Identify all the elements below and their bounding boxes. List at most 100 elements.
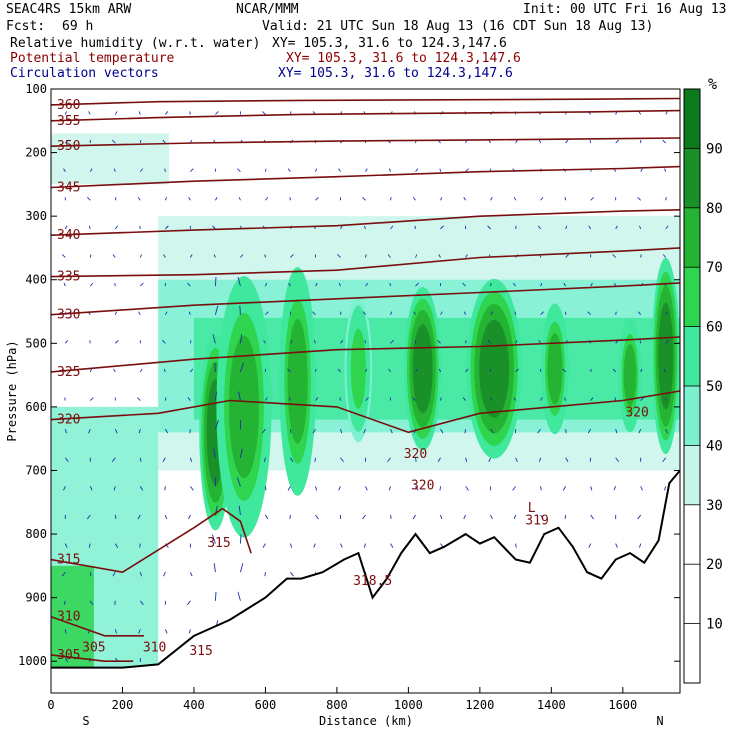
vector-176 [264, 572, 266, 577]
theta-label-350: 350 [57, 139, 80, 154]
vector-132 [213, 448, 216, 458]
vector-93 [164, 486, 166, 491]
theta-label-330: 330 [57, 308, 80, 323]
x-tick-label-1600: 1600 [608, 698, 637, 712]
vector-392 [538, 457, 542, 462]
vector-473 [640, 486, 643, 491]
vector-424 [588, 225, 592, 230]
vector-149 [239, 362, 244, 373]
x-tick-label-1200: 1200 [465, 698, 494, 712]
vector-232 [340, 457, 344, 463]
vector-242 [365, 168, 368, 172]
vector-66 [140, 282, 144, 287]
vector-250 [365, 397, 369, 401]
vector-26 [89, 282, 94, 287]
vector-409 [562, 368, 566, 373]
vector-58 [114, 629, 117, 634]
vector-263 [390, 197, 392, 201]
vector-381 [539, 139, 542, 144]
vector-452 [615, 457, 620, 463]
vector-233 [338, 486, 341, 491]
vector-123 [215, 197, 218, 201]
vector-231 [340, 429, 343, 434]
vector-143 [238, 197, 241, 201]
vector-388 [538, 340, 542, 344]
vector-31 [88, 428, 91, 434]
vector-150 [238, 391, 241, 401]
vector-467 [637, 311, 642, 315]
vector-166 [265, 282, 268, 287]
rh-cell-2-3 [287, 319, 308, 444]
vector-152 [239, 448, 243, 458]
theta-label-355: 355 [57, 114, 80, 129]
vector-145 [240, 254, 244, 258]
vector-427 [587, 311, 591, 316]
vector-12 [64, 457, 69, 463]
plot-frame [50, 88, 681, 694]
colorbar-tick-label-10: 10 [706, 617, 723, 633]
vector-194 [289, 514, 291, 520]
vector-48 [115, 339, 119, 344]
vector-92 [162, 457, 166, 462]
vector-253 [365, 486, 368, 491]
vector-307 [440, 311, 443, 315]
field-vectors-name: Circulation vectors [10, 66, 159, 81]
theta-label-extra-8: 305 [82, 641, 105, 656]
vector-351 [490, 428, 494, 434]
vector-80 [165, 111, 169, 115]
vector-163 [265, 196, 269, 201]
vector-432 [589, 457, 592, 462]
vector-435 [588, 543, 592, 548]
colorbar-tick-label-60: 60 [706, 320, 723, 336]
vector-215 [313, 543, 316, 548]
vector-182 [287, 168, 291, 172]
rh-cell-8-3 [658, 302, 674, 410]
vector-330 [462, 397, 466, 401]
vector-162 [264, 168, 267, 172]
vector-412 [565, 457, 569, 462]
vector-462 [640, 168, 643, 172]
vector-4 [64, 225, 68, 230]
vector-346 [490, 283, 492, 287]
vector-106 [187, 282, 191, 287]
rh-cell-3-3 [350, 328, 366, 409]
theta-contour-330 [51, 282, 680, 316]
vector-328 [465, 340, 467, 344]
vector-275 [390, 543, 394, 548]
vector-189 [287, 368, 291, 373]
vector-13 [63, 486, 66, 491]
terrain-mask [51, 470, 680, 693]
vector-174 [265, 514, 269, 520]
vector-137 [214, 591, 217, 601]
vector-245 [365, 254, 367, 258]
vector-148 [239, 334, 243, 344]
theta-label-extra-3: 319 [525, 514, 548, 529]
vector-96 [163, 572, 166, 577]
vector-491 [665, 428, 668, 434]
vector-85 [163, 254, 166, 258]
vector-43 [114, 197, 117, 201]
field-theta-name: Potential temperature [10, 51, 175, 66]
theta-contour-305 [51, 654, 134, 662]
vector-67 [138, 311, 141, 315]
vector-95 [165, 543, 169, 548]
y-tick-label-1000: 1000 [18, 654, 47, 668]
vector-272 [387, 457, 391, 463]
theta-contour-350 [51, 137, 680, 147]
theta-label-extra-6: 315 [189, 644, 212, 659]
vector-283 [412, 196, 416, 201]
colorbar-tick-label-80: 80 [706, 201, 723, 217]
model-title: SEAC4RS 15km ARW [6, 2, 132, 17]
vector-41 [112, 139, 116, 144]
vector-444 [615, 225, 618, 230]
vector-292 [415, 457, 417, 462]
colorbar-band-3 [684, 267, 700, 327]
vector-1 [64, 139, 69, 144]
vector-429 [590, 368, 592, 373]
vector-471 [638, 428, 642, 434]
vector-52 [111, 457, 116, 463]
field-vectors-xy: XY= 105.3, 31.6 to 124.3,147.6 [278, 66, 513, 81]
vector-401 [565, 139, 569, 144]
colorbar-unit: % [708, 75, 717, 93]
vector-128 [212, 334, 216, 344]
